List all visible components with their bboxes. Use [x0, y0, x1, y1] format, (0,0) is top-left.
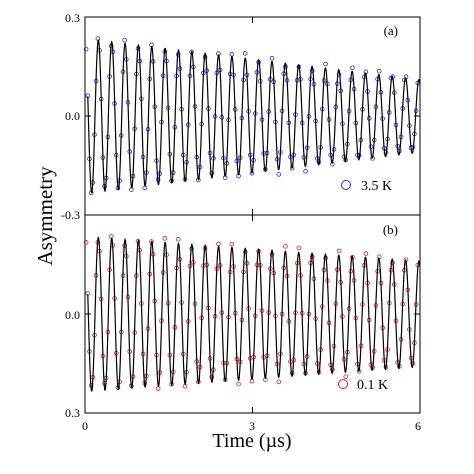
fit-line-b — [87, 236, 421, 392]
data-point-a — [276, 172, 282, 177]
panel-b-label: (b) — [383, 222, 398, 237]
y-tick-label-a-mid: 0.0 — [65, 109, 80, 123]
data-point-b — [363, 251, 369, 256]
y-tick-label-a-bottom: -0.3 — [61, 208, 80, 222]
data-point-b — [182, 384, 188, 389]
x-tick-label-6: 6 — [415, 419, 421, 433]
data-point-b — [229, 241, 235, 247]
data-point-a — [269, 55, 275, 61]
data-point-a — [350, 65, 355, 71]
data-point-b — [236, 381, 241, 387]
x-axis-label: Time (µs) — [212, 430, 291, 452]
y-tick-label-a-top: 0.3 — [65, 11, 80, 25]
legend-marker-a — [341, 180, 351, 190]
data-point-b — [216, 241, 221, 247]
ticks-b — [84, 214, 421, 414]
data-point-a — [303, 168, 308, 174]
data-point-b — [343, 374, 349, 379]
data-point-a — [376, 68, 382, 74]
data-point-a — [83, 46, 89, 52]
data-point-a — [129, 187, 134, 192]
data-point-a — [229, 51, 235, 57]
x-tick-label-3: 3 — [249, 419, 255, 433]
data-point-a — [122, 37, 127, 43]
data-point-b — [108, 234, 114, 239]
data-point-b — [83, 240, 89, 245]
data-point-b — [162, 236, 168, 241]
x-tick-label-0: 0 — [82, 419, 88, 433]
y-axis-label: Asymmetry — [33, 166, 57, 266]
legend-marker-b — [338, 379, 348, 389]
data-point-b — [283, 244, 288, 249]
legend-text-b: 0.1 K — [357, 378, 388, 393]
data-point-b — [175, 237, 181, 242]
data-point-a — [242, 51, 248, 56]
legend-text-a: 3.5 K — [361, 179, 392, 194]
y-tick-label-b-mid: 0.0 — [65, 308, 80, 322]
data-point-a — [323, 61, 328, 67]
data-point-a — [149, 42, 154, 48]
panel-a-label: (a) — [384, 23, 398, 38]
y-tick-label-b-bottom: 0.3 — [65, 406, 80, 420]
data-point-b — [155, 386, 161, 391]
data-point-b — [296, 245, 302, 251]
panel-a: (a) 0.3 0.0 -0.3 3.5 K — [61, 11, 421, 222]
panel-b: (b) 0.0 0.3 0 3 6 0.1 K — [65, 214, 421, 433]
data-point-b — [276, 379, 282, 385]
data-point-b — [336, 248, 342, 254]
fit-line-a — [87, 39, 421, 194]
